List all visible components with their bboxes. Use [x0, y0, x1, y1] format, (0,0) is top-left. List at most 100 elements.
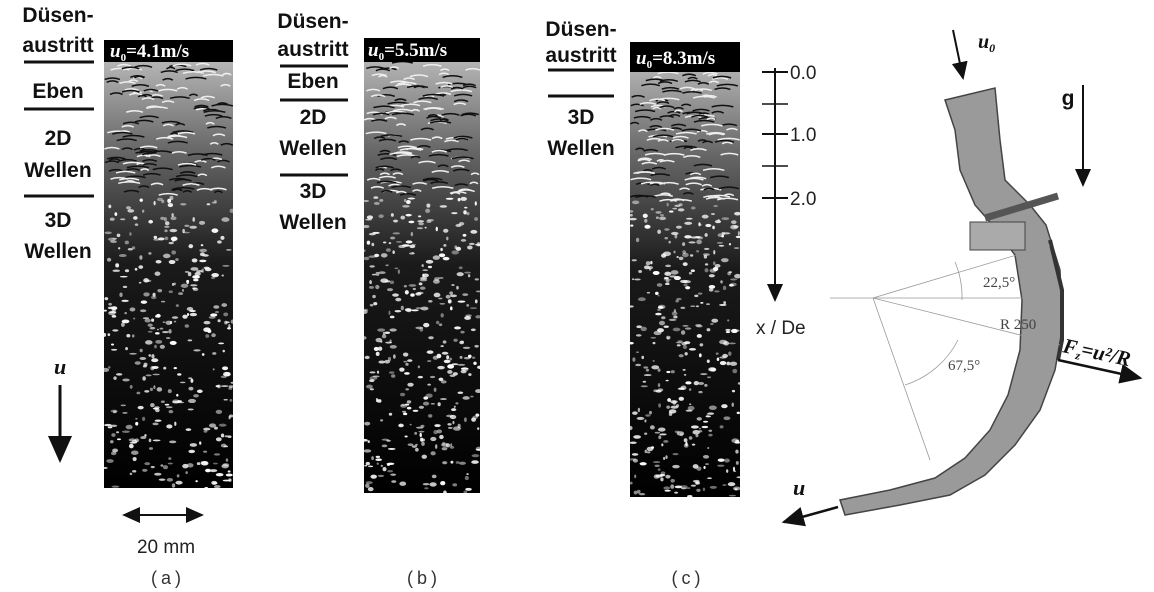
texture-mark — [191, 258, 198, 263]
texture-mark — [446, 236, 449, 241]
texture-mark — [691, 206, 696, 210]
texture-mark — [658, 435, 662, 440]
texture-mark — [445, 443, 451, 448]
texture-mark — [134, 267, 138, 271]
texture-mark — [688, 241, 696, 244]
texture-mark — [725, 328, 731, 331]
texture-mark — [659, 216, 667, 221]
texture-mark — [195, 70, 217, 74]
texture-mark — [734, 273, 742, 279]
texture-mark — [666, 405, 671, 409]
texture-mark — [121, 89, 140, 93]
texture-mark — [432, 255, 440, 260]
texture-mark — [394, 309, 402, 313]
texture-mark — [142, 416, 146, 422]
texture-mark — [636, 325, 642, 329]
texture-mark — [186, 279, 190, 285]
texture-mark — [112, 329, 119, 332]
texture-mark — [707, 446, 710, 450]
texture-mark — [463, 210, 467, 215]
texture-mark — [674, 491, 679, 494]
texture-mark — [690, 236, 698, 239]
texture-mark — [734, 488, 738, 491]
texture-mark — [115, 263, 120, 268]
texture-mark — [394, 267, 399, 270]
texture-mark — [711, 318, 719, 323]
texture-mark — [150, 182, 164, 186]
texture-mark — [373, 136, 386, 140]
texture-mark — [156, 328, 160, 331]
label: Wellen — [279, 137, 346, 160]
texture-mark — [148, 447, 154, 450]
texture-mark — [402, 410, 407, 413]
texture-mark — [395, 83, 413, 87]
texture-mark — [457, 189, 475, 193]
texture-mark — [428, 414, 433, 418]
texture-mark — [464, 271, 472, 274]
tick-label: 2.0 — [790, 189, 816, 210]
texture-mark — [116, 431, 120, 434]
texture-mark — [446, 355, 450, 360]
texture-mark — [205, 468, 211, 473]
texture-mark — [118, 158, 137, 162]
texture-mark — [690, 305, 696, 308]
texture-mark — [167, 389, 172, 394]
texture-mark — [413, 100, 432, 104]
texture-mark — [110, 451, 117, 456]
texture-mark — [649, 125, 663, 128]
texture-mark — [672, 464, 680, 469]
texture-mark — [696, 417, 702, 421]
texture-mark — [420, 127, 434, 131]
texture-mark — [716, 357, 720, 362]
texture-mark — [151, 354, 155, 359]
texture-mark — [704, 268, 709, 273]
texture-mark — [719, 304, 727, 306]
texture-mark — [638, 158, 650, 162]
texture-mark — [731, 328, 738, 334]
texture-mark — [175, 304, 179, 307]
texture-mark — [142, 209, 145, 213]
texture-mark — [723, 301, 727, 305]
texture-mark — [726, 469, 729, 473]
texture-mark — [443, 359, 451, 364]
texture-mark — [224, 320, 228, 325]
texture-mark — [406, 309, 412, 313]
texture-mark — [446, 148, 468, 152]
texture-mark — [143, 292, 150, 297]
texture-mark — [734, 211, 741, 216]
texture-mark — [670, 405, 679, 409]
label: 2D — [45, 127, 72, 150]
texture-mark — [650, 208, 654, 211]
texture-mark — [382, 86, 399, 90]
texture-mark — [393, 354, 396, 359]
texture-mark — [723, 416, 731, 421]
texture-mark — [215, 437, 222, 442]
texture-mark — [171, 316, 179, 319]
texture-mark — [196, 389, 203, 394]
texture-mark — [212, 368, 215, 371]
texture-mark — [410, 293, 415, 297]
texture-mark — [108, 311, 116, 316]
texture-mark — [662, 89, 682, 93]
texture-mark — [362, 249, 366, 252]
texture-mark — [403, 285, 407, 288]
texture-mark — [431, 474, 437, 479]
texture-mark — [471, 356, 476, 360]
texture-mark — [122, 161, 144, 165]
texture-mark — [399, 147, 422, 151]
texture-mark — [104, 77, 121, 81]
texture-mark — [449, 357, 452, 361]
texture-mark — [659, 159, 675, 163]
texture-mark — [467, 354, 472, 358]
texture-mark — [370, 94, 386, 98]
texture-mark — [392, 232, 401, 235]
texture-mark — [457, 391, 464, 394]
texture-mark — [215, 473, 224, 477]
texture-mark — [635, 147, 645, 151]
texture-mark — [639, 462, 647, 466]
texture-mark — [693, 381, 699, 386]
texture-mark — [695, 323, 702, 327]
texture-mark — [127, 248, 133, 251]
texture-mark — [675, 145, 697, 149]
texture-mark — [156, 197, 164, 202]
